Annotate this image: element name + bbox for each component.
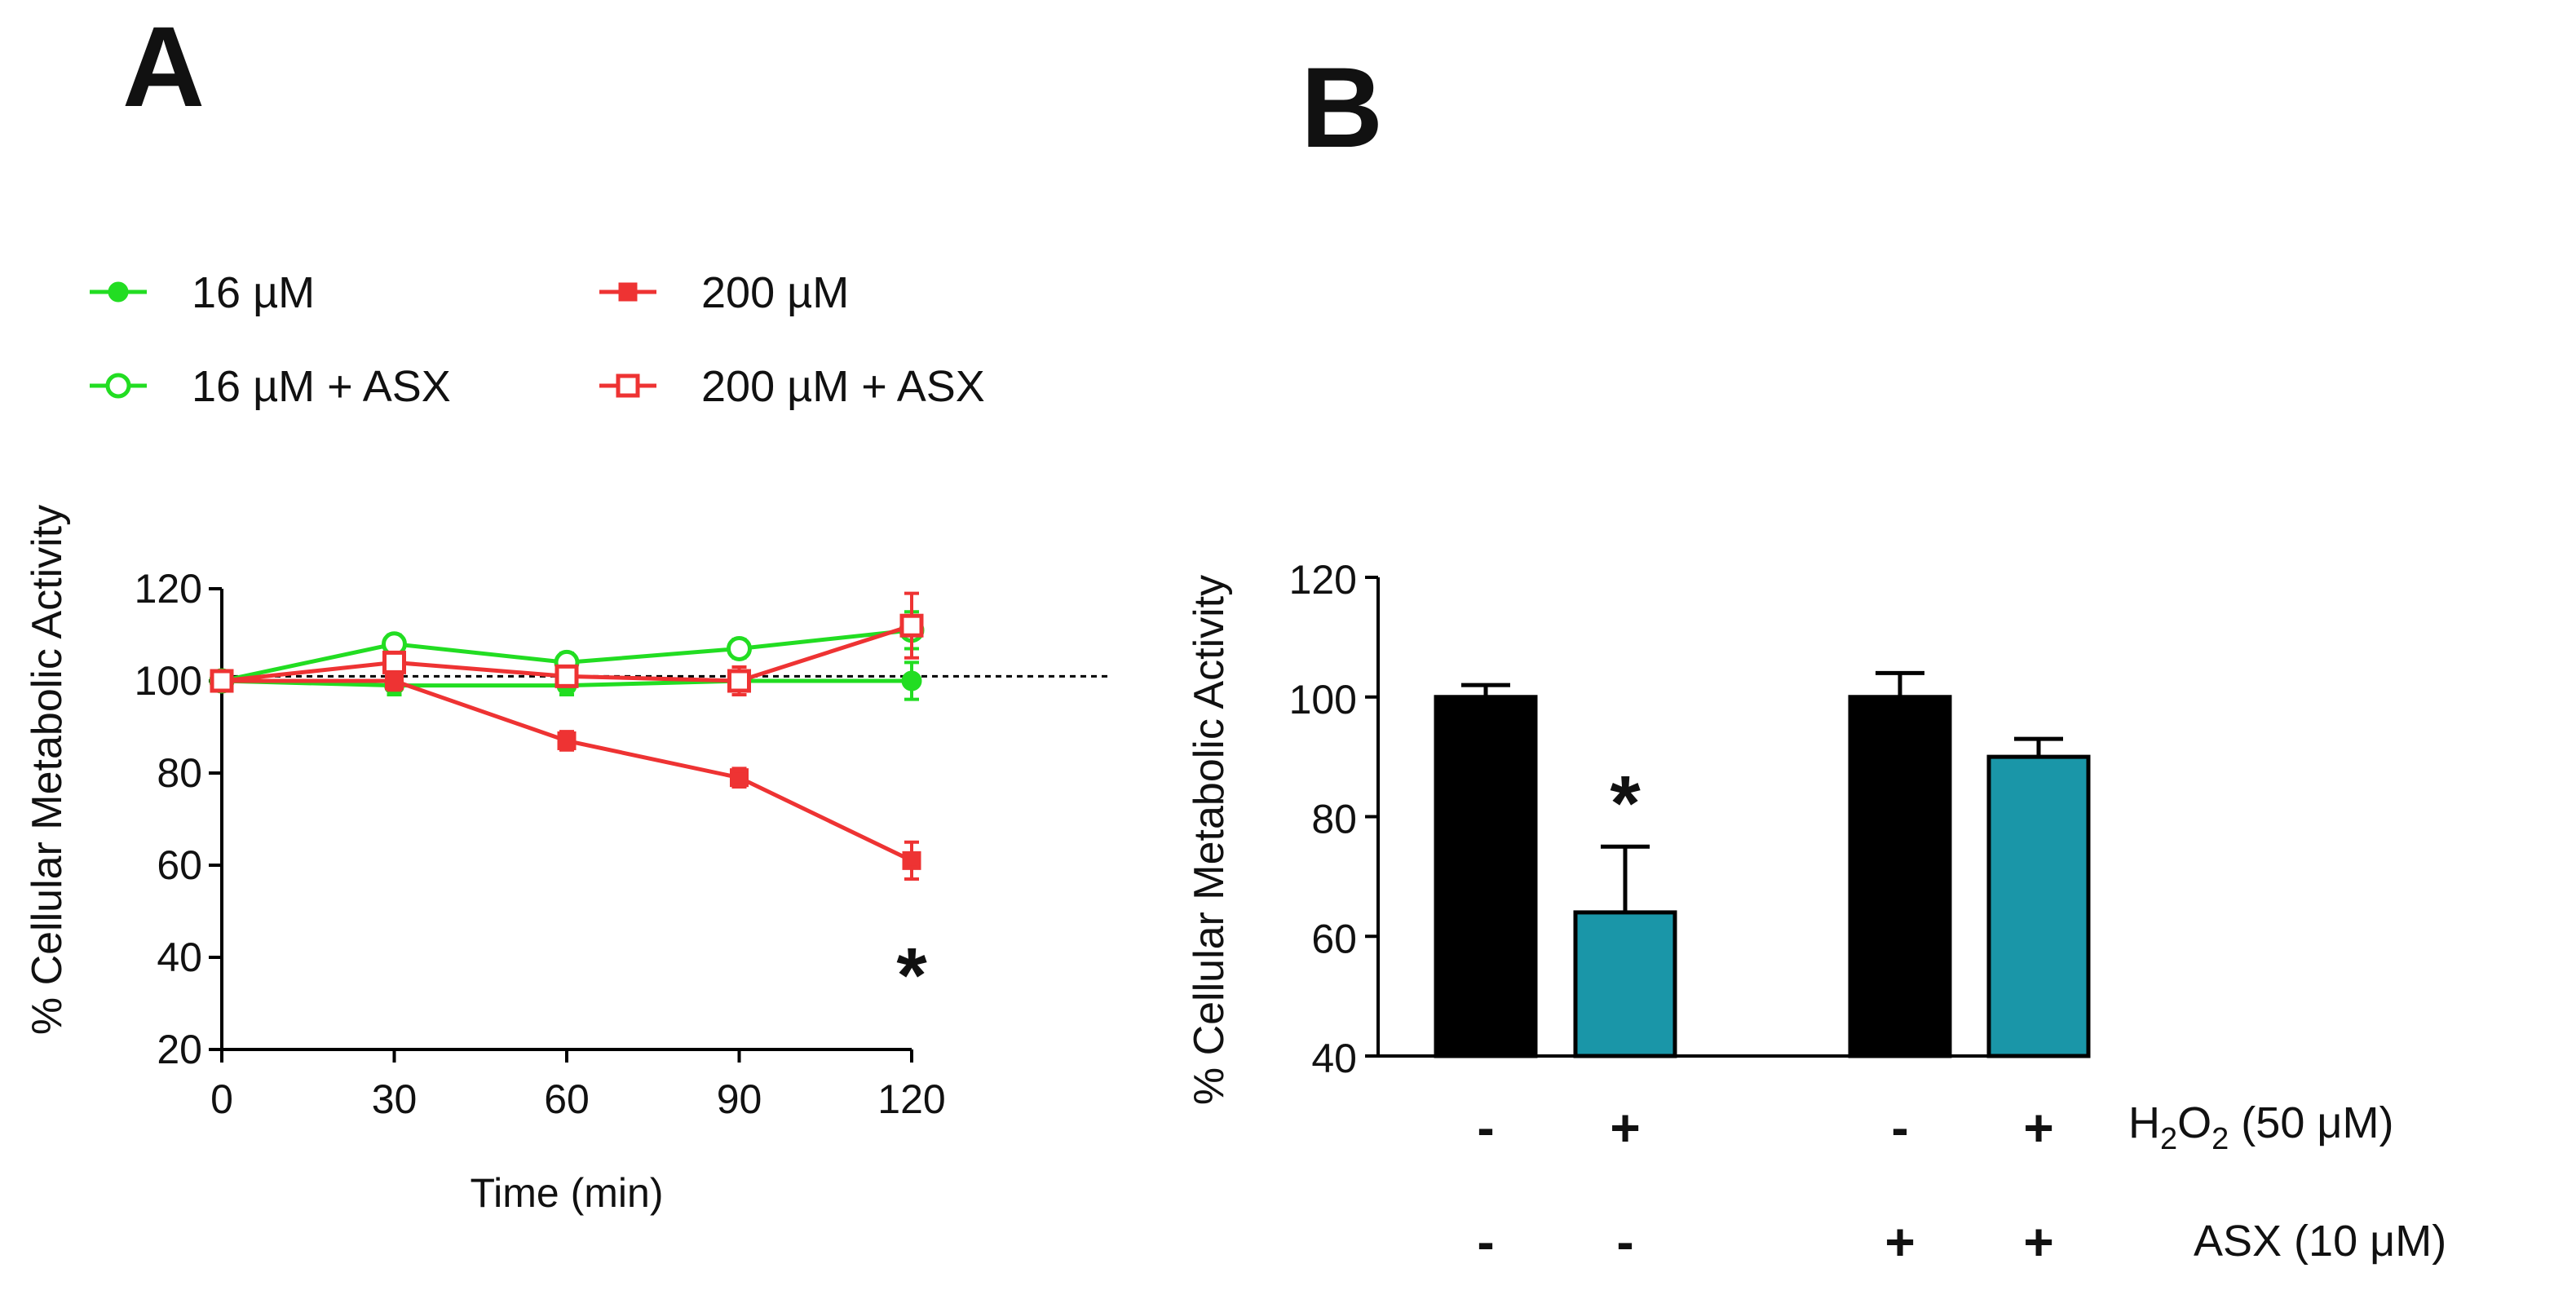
h2o2-condition-label: H2O2 (50 μM): [2128, 1098, 2393, 1156]
panel-a-x-tick-label: 90: [717, 1076, 762, 1122]
panel-b-y-axis-title: % Cellular Metabolic Activity: [1186, 575, 1233, 1105]
panel-a-data-point: [727, 635, 752, 661]
panel-a-legend: 16 µM 200 µM 16 µM + ASX 200 µM + ASX: [90, 268, 985, 411]
panel-b-asx-sign: +: [1885, 1213, 1915, 1271]
panel-b-y-tick-label: 120: [1289, 557, 1357, 603]
panel-b-y-tick-label: 100: [1289, 677, 1357, 722]
panel-b-y-tick-label: 80: [1311, 797, 1357, 842]
panel-a-x-tick-label: 120: [877, 1076, 945, 1122]
panel-a-data-point: [210, 669, 234, 693]
panel-a: A 16 µM 200 µM 16 µM + ASX 200 µM + ASX 20 4…: [24, 2, 1109, 1216]
panel-a-x-tick-label: 0: [210, 1076, 233, 1122]
panel-b-bar-group: *: [1573, 760, 1677, 1058]
panel-a-legend-marker: [618, 282, 638, 302]
panel-a-data-point: [382, 650, 406, 674]
panel-a-legend-marker: [616, 373, 640, 398]
panel-a-x-axis-title: Time (min): [470, 1170, 663, 1216]
panel-a-series-3: [210, 591, 924, 696]
panel-a-series: [209, 591, 925, 881]
panel-b-significance-star: *: [1610, 760, 1641, 847]
panel-b-bar-group: [1986, 736, 2091, 1058]
panel-a-axes: 20 40 60 80 100 120 0 30 60 90 120: [135, 566, 946, 1122]
panel-a-significance-star: *: [896, 932, 927, 1019]
panel-a-legend-label: 16 µM: [192, 268, 315, 317]
panel-a-legend-entry: 16 µM: [90, 268, 315, 317]
panel-b-h2o2-sign: -: [1891, 1098, 1908, 1157]
panel-b-bar: [1573, 910, 1677, 1058]
panel-b-bar-group: [1434, 683, 1538, 1058]
panel-a-data-point: [902, 851, 921, 870]
panel-a-legend-entry: 200 µM + ASX: [599, 362, 985, 411]
panel-b-y-tick-label: 60: [1311, 916, 1357, 961]
panel-b-h2o2-sign: -: [1477, 1098, 1494, 1157]
panel-a-legend-marker: [108, 281, 129, 303]
panel-b-bar: [1986, 754, 2091, 1058]
panel-b-bar: [1848, 695, 1952, 1058]
panel-a-data-point: [730, 768, 749, 788]
panel-b-axes: 40 60 80 100 120: [1289, 557, 2088, 1081]
panel-a-legend-entry: 16 µM + ASX: [90, 362, 451, 411]
panel-a-y-tick-label: 40: [157, 934, 202, 980]
panel-a-data-point: [901, 670, 922, 691]
panel-b-asx-sign: -: [1616, 1213, 1633, 1271]
panel-a-legend-entry: 200 µM: [599, 268, 849, 317]
panel-a-legend-label: 16 µM + ASX: [192, 362, 451, 411]
panel-a-legend-label: 200 µM + ASX: [701, 362, 985, 411]
panel-a-y-tick-label: 20: [157, 1027, 202, 1072]
panel-a-x-tick-label: 60: [544, 1076, 590, 1122]
panel-a-y-tick-label: 100: [135, 658, 202, 704]
asx-condition-label: ASX (10 μM): [2194, 1217, 2446, 1266]
panel-b-bars: *: [1434, 670, 2091, 1058]
panel-b-h2o2-sign: +: [1610, 1098, 1640, 1157]
panel-a-data-point: [727, 669, 751, 693]
panel-a-data-point: [557, 731, 577, 750]
panel-b-condition-table: - - + - - + + +: [1477, 1098, 2053, 1271]
panel-a-data-point: [899, 613, 924, 638]
panel-a-letter: A: [122, 2, 205, 130]
panel-a-x-tick-label: 30: [372, 1076, 418, 1122]
panel-a-data-point: [385, 671, 404, 691]
panel-b-h2o2-sign: +: [2023, 1098, 2053, 1157]
panel-b-bar: [1434, 695, 1538, 1058]
panel-b-letter: B: [1301, 43, 1383, 171]
panel-a-y-tick-label: 120: [135, 566, 202, 612]
panel-a-y-axis-title: % Cellular Metabolic Activity: [24, 505, 71, 1035]
panel-b-y-tick-label: 40: [1311, 1036, 1357, 1081]
panel-a-data-point: [555, 664, 579, 688]
panel-a-series-line: [222, 678, 913, 863]
panel-a-legend-marker: [105, 373, 131, 399]
panel-a-y-tick-label: 60: [157, 842, 202, 888]
panel-b-bar-group: [1848, 670, 1952, 1058]
panel-a-y-tick-label: 80: [157, 750, 202, 796]
panel-a-series-1: [212, 669, 921, 881]
panel-b: B 40 60 80 100 120 * % Cellular Metabolic Ac…: [1186, 43, 2446, 1271]
panel-a-legend-label: 200 µM: [701, 268, 849, 317]
panel-b-asx-sign: +: [2023, 1213, 2053, 1271]
panel-b-asx-sign: -: [1477, 1213, 1494, 1271]
